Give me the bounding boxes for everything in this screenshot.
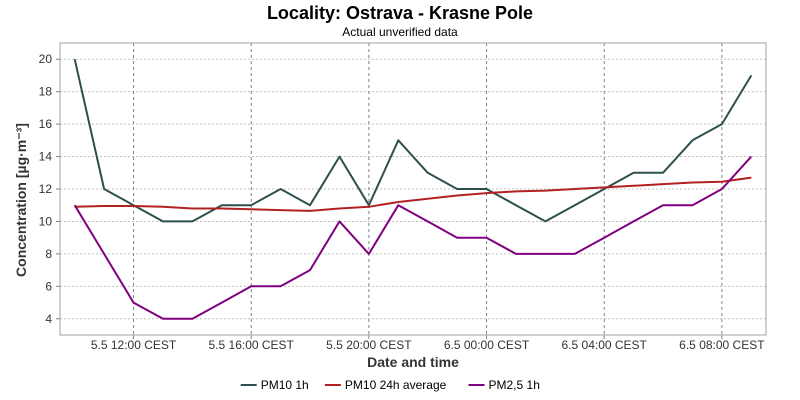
y-tick-label: 6 bbox=[45, 279, 52, 293]
y-tick-label: 10 bbox=[39, 214, 53, 228]
plot-border bbox=[59, 42, 767, 336]
legend-item-pm2-5-1h: PM2,5 1h bbox=[489, 378, 540, 392]
y-tick-label: 12 bbox=[39, 182, 53, 196]
y-tick-label: 4 bbox=[45, 312, 52, 326]
x-tick-label: 5.5 16:00 CEST bbox=[209, 338, 295, 352]
x-tick-label: 5.5 20:00 CEST bbox=[326, 338, 412, 352]
y-tick-label: 16 bbox=[39, 117, 53, 131]
series-line-pm10-24h-average bbox=[74, 176, 752, 212]
y-tick-label: 18 bbox=[39, 85, 53, 99]
y-tick-label: 20 bbox=[39, 52, 53, 66]
x-tick-label: 6.5 00:00 CEST bbox=[444, 338, 530, 352]
gridlines bbox=[60, 43, 766, 335]
y-axis-label: Concentration [µg·m⁻³] bbox=[13, 123, 29, 277]
x-axis-label: Date and time bbox=[367, 354, 459, 370]
y-tick-label: 14 bbox=[39, 150, 53, 164]
x-tick-label: 6.5 08:00 CEST bbox=[679, 338, 765, 352]
legend: PM10 1h PM10 24h average PM2,5 1h bbox=[240, 378, 540, 392]
chart-subtitle: Actual unverified data bbox=[342, 25, 458, 39]
x-axis-ticks: 5.5 12:00 CEST 5.5 16:00 CEST 5.5 20:00 CE… bbox=[91, 335, 765, 352]
x-tick-label: 5.5 12:00 CEST bbox=[91, 338, 177, 352]
series-line-pm10-1h bbox=[73, 58, 753, 223]
legend-item-pm10-24h-average: PM10 24h average bbox=[345, 378, 447, 392]
series-line-pm2-5-1h bbox=[73, 155, 753, 320]
chart-title: Locality: Ostrava - Krasne Pole bbox=[267, 3, 533, 23]
series-lines bbox=[73, 58, 753, 320]
x-tick-label: 6.5 04:00 CEST bbox=[562, 338, 648, 352]
y-axis-ticks: 4 6 8 10 12 14 16 18 20 bbox=[39, 52, 60, 326]
legend-item-pm10-1h: PM10 1h bbox=[261, 378, 309, 392]
y-tick-label: 8 bbox=[45, 247, 52, 261]
